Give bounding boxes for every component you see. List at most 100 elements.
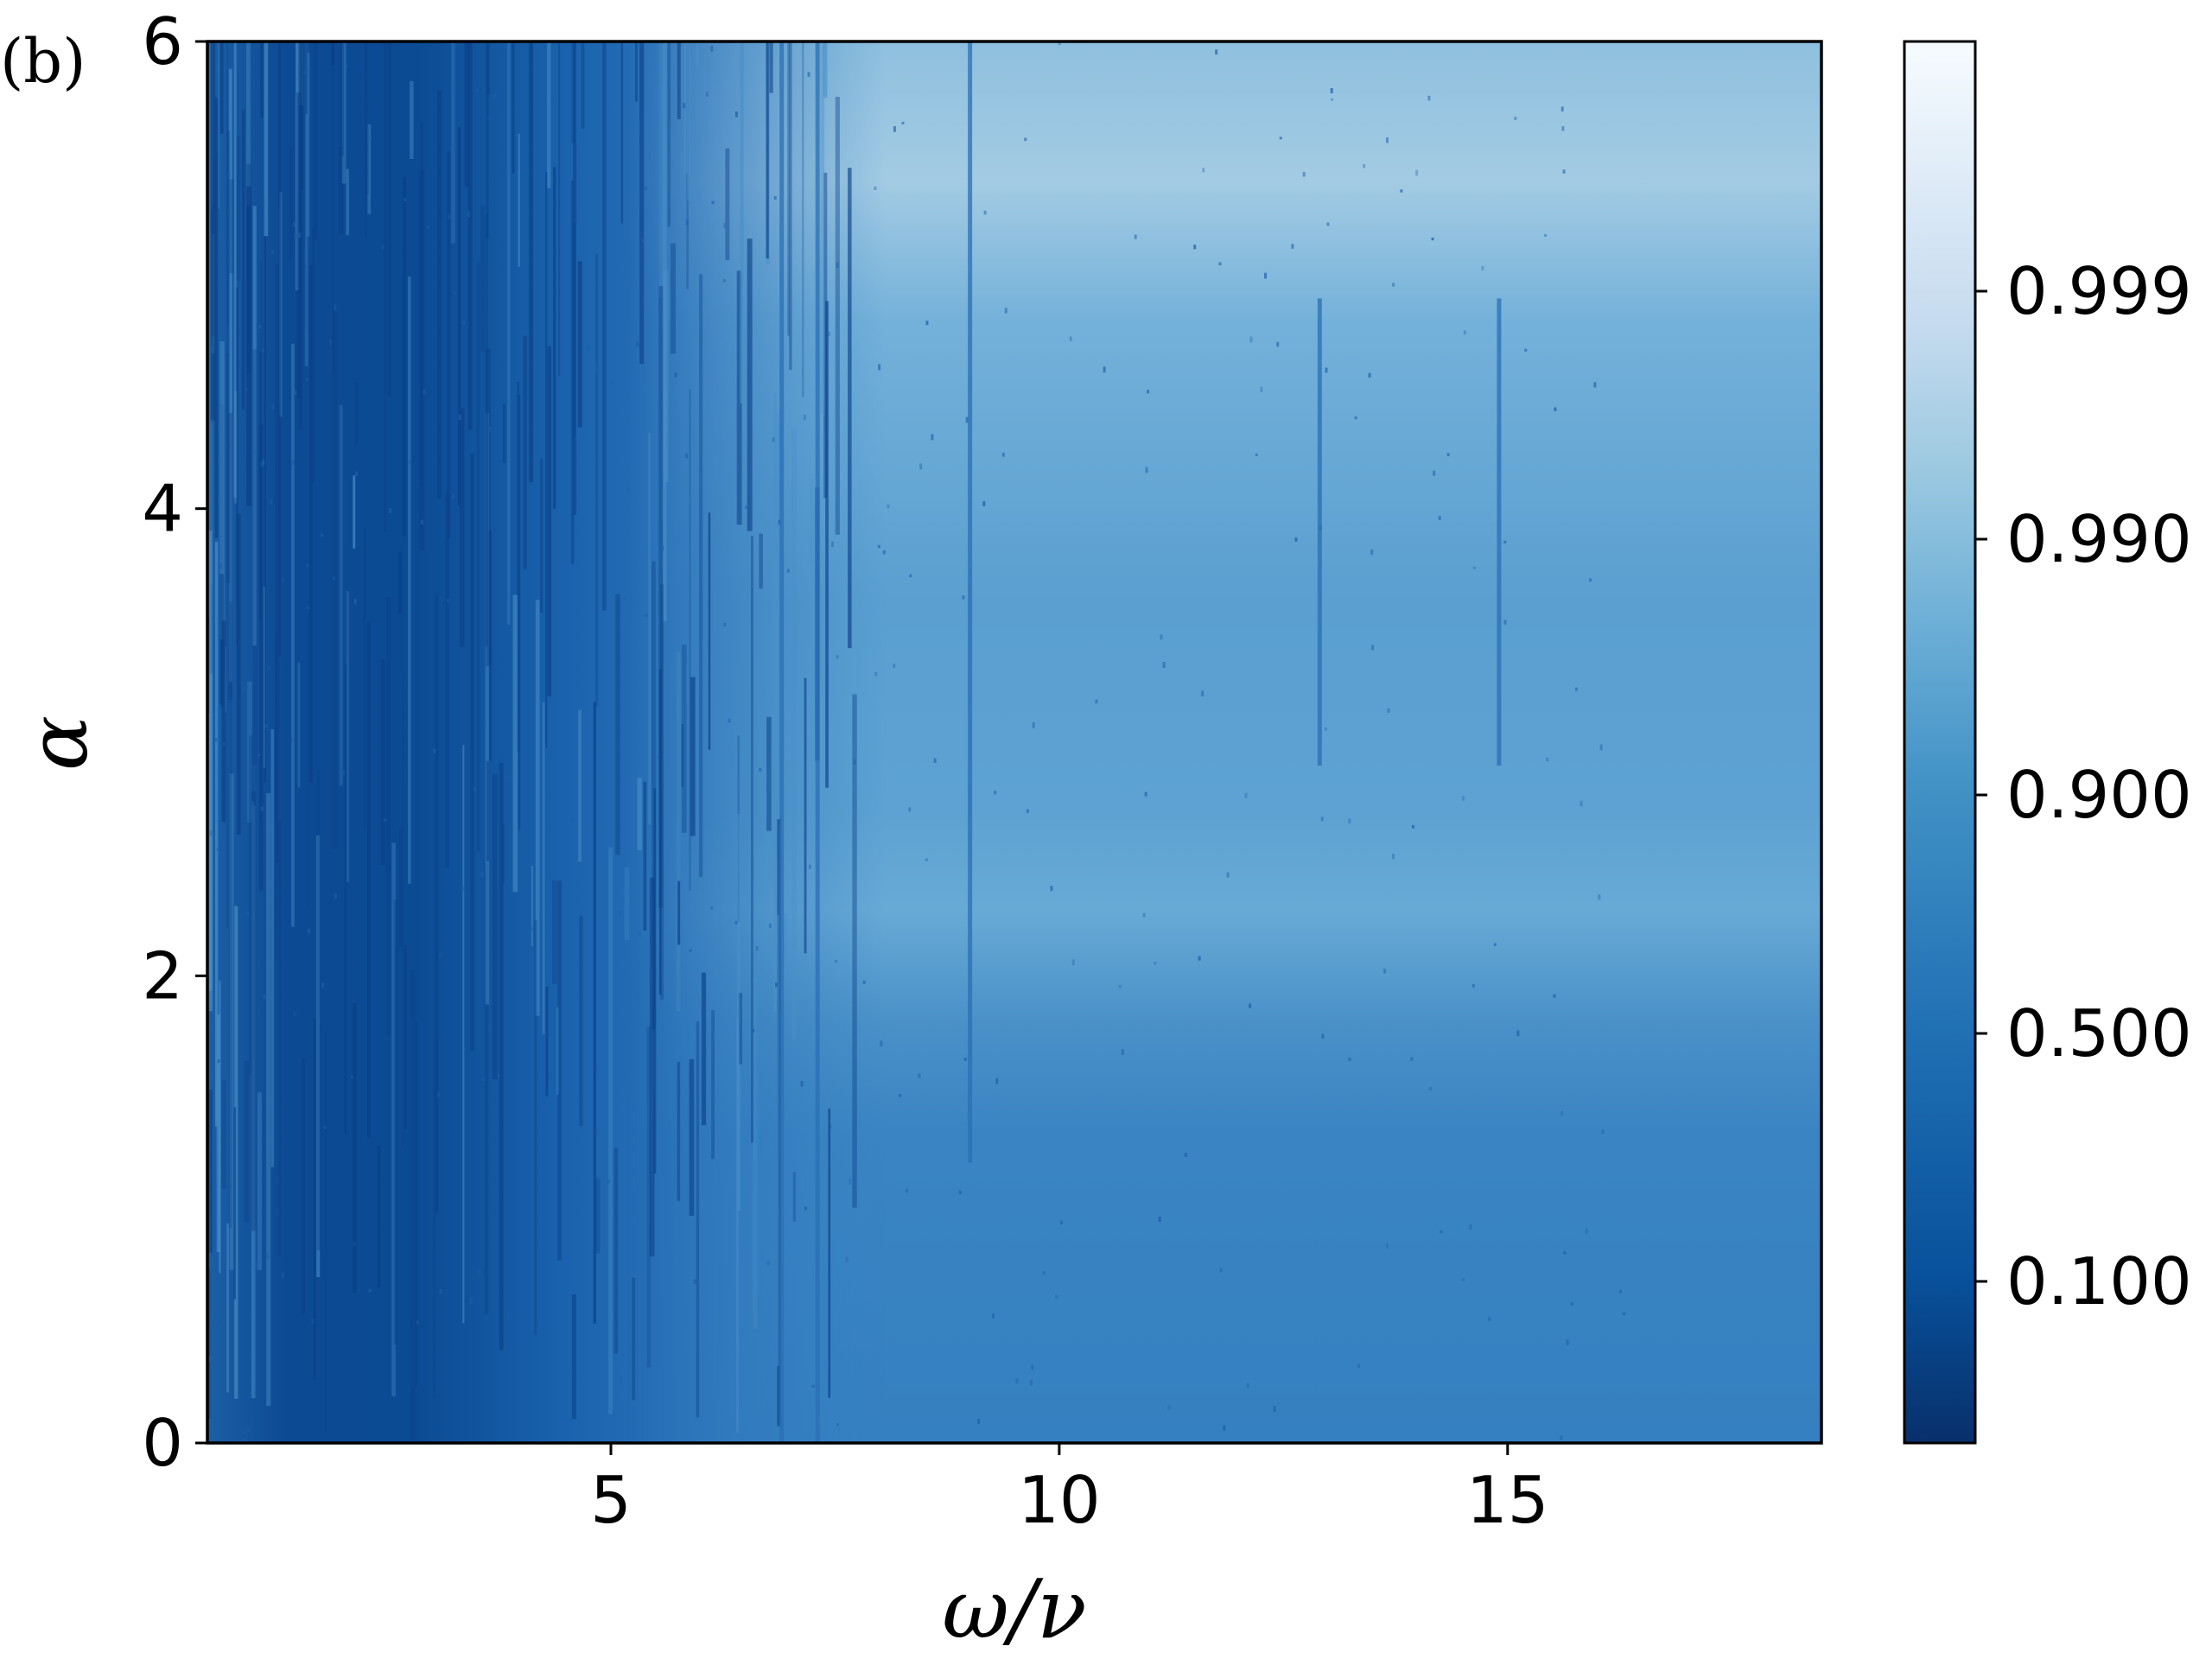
noise-streak (658, 41, 663, 298)
noise-dot (482, 721, 486, 726)
noise-streak (260, 41, 264, 118)
noise-dot (531, 926, 534, 931)
noise-streak (486, 41, 489, 238)
noise-streak (308, 613, 310, 907)
y-tick-label: 4 (142, 471, 183, 547)
noise-streak (228, 601, 232, 1229)
noise-dot (925, 858, 928, 861)
resonance-line (1317, 298, 1322, 766)
noise-streak (387, 41, 392, 397)
noise-streak (338, 146, 344, 234)
noise-dot (480, 871, 484, 877)
noise-dot (752, 1028, 755, 1033)
noise-dot (260, 462, 264, 467)
noise-streak (246, 186, 252, 506)
noise-dot (321, 982, 325, 988)
noise-streak (488, 530, 493, 761)
noise-streak (540, 458, 543, 613)
noise-dot (488, 426, 492, 433)
noise-dot (693, 1279, 696, 1285)
noise-dot (384, 818, 387, 822)
noise-dot (1154, 962, 1157, 965)
resonance-line (968, 41, 973, 1163)
noise-streak (415, 1021, 417, 1388)
noise-dot (786, 569, 790, 573)
noise-streak (699, 274, 703, 878)
noise-streak (296, 41, 300, 291)
y-axis-label: α (11, 715, 106, 771)
noise-streak (346, 590, 350, 882)
noise-streak (634, 41, 638, 102)
noise-dot (1160, 634, 1163, 640)
noise-dot (1145, 467, 1148, 474)
noise-streak (258, 352, 262, 620)
noise-streak (409, 80, 414, 160)
noise-streak (711, 1010, 715, 1160)
y-axis-ticks: 0 2 4 6 (142, 3, 207, 1481)
noise-dot (778, 519, 781, 525)
noise-dot (1320, 817, 1324, 822)
resonance-line (779, 41, 785, 1443)
noise-dot (759, 767, 762, 772)
noise-dot (878, 364, 881, 371)
noise-streak (398, 828, 403, 947)
noise-streak (353, 475, 356, 549)
noise-dot (571, 817, 575, 822)
noise-dot (334, 893, 337, 899)
noise-dot (368, 1288, 372, 1293)
noise-dot (458, 414, 461, 421)
noise-dot (1321, 1033, 1325, 1039)
noise-streak (595, 253, 599, 707)
noise-streak (777, 413, 782, 829)
noise-dot (635, 340, 639, 346)
noise-streak (291, 343, 295, 927)
noise-streak (518, 394, 521, 831)
noise-dot (462, 321, 466, 325)
noise-streak (683, 41, 689, 174)
noise-streak (289, 147, 293, 259)
noise-dot (515, 1107, 518, 1113)
noise-streak (506, 41, 511, 625)
noise-streak (377, 1146, 381, 1287)
noise-dot (1446, 453, 1450, 456)
noise-streak (316, 769, 321, 1250)
noise-dot (1249, 336, 1253, 343)
noise-streak (747, 238, 753, 531)
noise-streak (653, 788, 657, 1174)
noise-streak (258, 424, 264, 891)
noise-dot (1503, 540, 1507, 543)
noise-dot (618, 910, 621, 915)
noise-streak (217, 41, 220, 209)
noise-streak (825, 301, 829, 788)
noise-dot (1260, 386, 1263, 392)
noise-dot (1601, 1128, 1605, 1135)
noise-dot (1524, 348, 1528, 352)
noise-dot (1514, 117, 1517, 120)
noise-dot (1370, 549, 1374, 556)
noise-dot (1387, 708, 1390, 713)
noise-dot (644, 186, 647, 191)
noise-dot (1400, 189, 1403, 193)
noise-dot (1167, 1406, 1171, 1410)
noise-dot (321, 533, 324, 537)
noise-streak (571, 1294, 576, 1420)
noise-dot (1438, 516, 1441, 520)
noise-dot (607, 1179, 611, 1184)
noise-dot (772, 436, 775, 442)
noise-dot (1461, 1278, 1465, 1281)
noise-dot (217, 1058, 220, 1064)
noise-dot (836, 262, 839, 268)
noise-streak (436, 90, 442, 499)
noise-streak (740, 41, 744, 404)
noise-streak (518, 133, 520, 267)
noise-dot (623, 596, 626, 601)
noise-streak (344, 664, 346, 1135)
noise-streak (848, 168, 852, 649)
noise-dot (306, 563, 309, 568)
noise-dot (245, 387, 248, 391)
noise-dot (893, 126, 896, 132)
noise-streak (523, 335, 527, 569)
noise-dot (369, 136, 372, 141)
noise-streak (486, 348, 492, 666)
